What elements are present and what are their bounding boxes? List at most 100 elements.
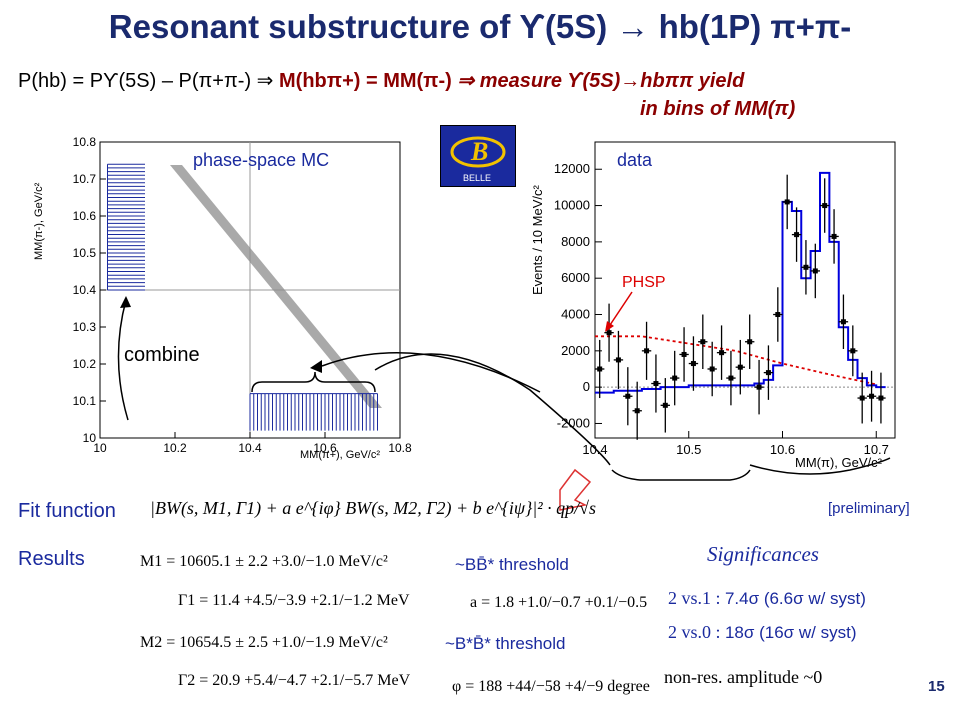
left-x-tick-label: 10.8 <box>388 441 412 455</box>
m1-row: M1 = 10605.1 ± 2.2 +3.0/−1.0 MeV/c² <box>140 553 388 571</box>
left-y-tick-label: 10.8 <box>73 135 97 149</box>
data-x-tick-label: 10.6 <box>770 442 795 457</box>
data-chart: 10.4 10.5 10.6 10.7 -2000 0 2000 4000 6000 8000 1… <box>554 141 896 457</box>
m1-symbol: M1 = <box>140 553 176 570</box>
data-point <box>625 393 631 399</box>
data-point <box>615 357 621 363</box>
data-y-tick-label: 10000 <box>554 198 590 213</box>
left-x-tick-label: 10.4 <box>238 441 262 455</box>
data-point <box>644 348 650 354</box>
m2-row: M2 = 10654.5 ± 2.5 +1.0/−1.9 MeV/c² <box>140 634 388 652</box>
data-point <box>606 330 612 336</box>
left-x-tick-label: 10.6 <box>313 441 337 455</box>
belle-logo: B BELLE <box>440 125 516 187</box>
g2-row: Γ2 = 20.9 +5.4/−4.7 +2.1/−5.7 MeV <box>178 672 410 690</box>
formula-left: P(hb) = Pϒ(5S) – P(π+π-) <box>18 70 252 92</box>
mc-label: phase-space MC <box>193 150 330 170</box>
formula-red: M(hbπ+) = MM(π-) <box>279 70 452 92</box>
data-point <box>681 351 687 357</box>
combine-arrowhead <box>120 296 131 308</box>
data-point <box>812 268 818 274</box>
g2-symbol: Γ2 = <box>178 672 209 689</box>
g1-row: Γ1 = 11.4 +4.5/−3.9 +2.1/−1.2 MeV <box>178 592 410 610</box>
g2-value: 20.9 +5.4/−4.7 +2.1/−5.7 <box>212 672 374 689</box>
formula-red2: ⇒ measure ϒ(5S)→hbππ yield <box>457 70 745 92</box>
data-point <box>690 361 696 367</box>
data-point <box>597 366 603 372</box>
left-y-tick-label: 10 <box>83 431 97 445</box>
data-point <box>831 233 837 239</box>
data-point <box>784 199 790 205</box>
data-point <box>662 402 668 408</box>
slide-title: Resonant substructure of ϒ(5S) → hb(1P) … <box>108 8 852 45</box>
connector-curve-3 <box>749 457 891 475</box>
phsp-label: PHSP <box>622 274 666 291</box>
m1-unit: MeV/c² <box>338 553 388 570</box>
data-point <box>850 348 856 354</box>
data-y-tick-label: -2000 <box>557 415 590 430</box>
bottom-brace <box>611 469 751 481</box>
g1-value: 11.4 +4.5/−3.9 +2.1/−1.2 <box>212 592 373 609</box>
data-point <box>869 393 875 399</box>
page-number: 15 <box>928 678 945 695</box>
data-y-ticks: -2000 0 2000 4000 6000 8000 10000 12000 <box>554 161 602 430</box>
svg-text:BELLE: BELLE <box>463 173 491 183</box>
belle-logo-mark: B BELLE <box>450 136 506 183</box>
combine-arrow <box>117 299 129 421</box>
fit-formula: |BW(s, M1, Γ1) + a e^{iφ} BW(s, M2, Γ2) … <box>150 498 597 518</box>
left-y-tick-label: 10.7 <box>73 172 97 186</box>
data-y-tick-label: 2000 <box>561 343 590 358</box>
left-y-tick-label: 10.1 <box>73 394 97 408</box>
data-point <box>700 339 706 345</box>
g2-unit: MeV <box>377 672 411 689</box>
left-y-ticks: 10 10.1 10.2 10.3 10.4 10.5 10.6 10.7 10.8 <box>73 135 106 445</box>
data-point <box>775 312 781 318</box>
left-y-tick-label: 10.4 <box>73 283 97 297</box>
left-x-ticks: 10 10.2 10.4 10.6 10.8 <box>93 432 412 455</box>
data-point <box>803 264 809 270</box>
results-label: Results <box>18 548 85 570</box>
data-x-tick-label: 10.5 <box>676 442 701 457</box>
data-label: data <box>617 150 653 170</box>
data-x-tick-label: 10.4 <box>582 442 607 457</box>
mc-diagonal-band <box>170 165 382 408</box>
data-point <box>747 339 753 345</box>
data-x-ticks: 10.4 10.5 10.6 10.7 <box>582 431 889 457</box>
left-y-tick-label: 10.3 <box>73 320 97 334</box>
sig-row-1-value: 7.4σ (6.6σ w/ syst) <box>724 589 866 608</box>
m2-value: 10654.5 ± 2.5 +1.0/−1.9 <box>179 634 335 651</box>
m2-unit: MeV/c² <box>338 634 388 651</box>
svg-text:B: B <box>470 137 488 166</box>
left-x-tick-label: 10.2 <box>163 441 187 455</box>
phi-value: φ = 188 +44/−58 +4/−9 degree <box>452 678 650 695</box>
combine-label: combine <box>124 344 200 366</box>
m1-value: 10605.1 ± 2.2 +3.0/−1.0 <box>179 553 335 570</box>
sig-row-1: 2 vs.1 : 7.4σ (6.6σ w/ syst) <box>668 588 866 609</box>
data-point <box>737 364 743 370</box>
connector-curve-2 <box>321 352 541 393</box>
data-point <box>840 319 846 325</box>
significances-title: Significances <box>707 542 819 566</box>
data-point <box>653 381 659 387</box>
data-point <box>822 203 828 209</box>
sig-row-2-key: 2 vs.0 : <box>668 622 721 642</box>
sig-row-2-value: 18σ (16σ w/ syst) <box>724 623 857 642</box>
data-point <box>634 408 640 414</box>
data-y-tick-label: 4000 <box>561 307 590 322</box>
data-xlabel: MM(π), GeV/c² <box>795 455 882 470</box>
red-open-arrow <box>559 468 592 511</box>
bottom-hatched-bins <box>249 393 378 431</box>
data-point <box>756 384 762 390</box>
g1-unit: MeV <box>376 592 410 609</box>
formula-line: P(hb) = Pϒ(5S) – P(π+π-) ⇒ M(hbπ+) = MM(… <box>18 68 744 93</box>
data-point <box>672 375 678 381</box>
data-point <box>709 366 715 372</box>
data-point <box>765 370 771 376</box>
non-res-note: non-res. amplitude ~0 <box>664 667 823 687</box>
phsp-arrow <box>605 291 633 332</box>
m2-symbol: M2 = <box>140 634 176 651</box>
fit-label: Fit function <box>18 500 116 522</box>
left-hatched-bins <box>107 163 145 291</box>
data-y-tick-label: 0 <box>583 379 590 394</box>
